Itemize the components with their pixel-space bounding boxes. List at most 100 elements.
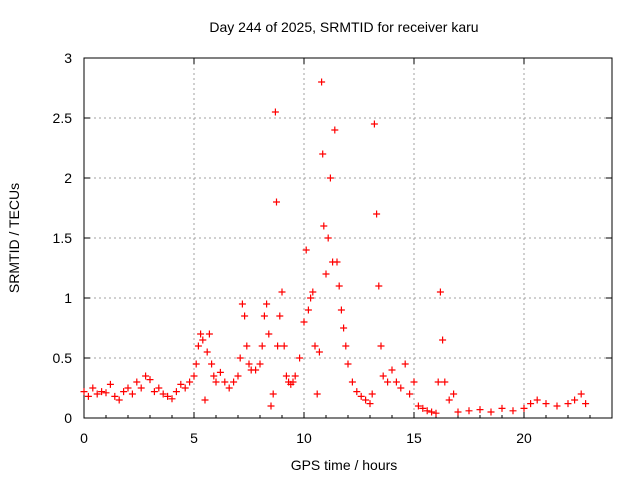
data-point	[192, 360, 200, 368]
data-point	[379, 372, 387, 380]
data-point	[265, 330, 273, 338]
x-tick-label: 10	[296, 430, 312, 446]
data-point	[450, 390, 458, 398]
data-point	[263, 300, 271, 308]
data-point	[571, 396, 579, 404]
data-point	[225, 384, 233, 392]
data-point	[397, 384, 405, 392]
data-point	[300, 318, 308, 326]
data-point	[98, 388, 106, 396]
data-point	[370, 120, 378, 128]
data-point	[106, 380, 114, 388]
data-point	[102, 389, 110, 397]
data-point	[89, 384, 97, 392]
data-point	[423, 407, 431, 415]
data-point	[199, 336, 207, 344]
data-point	[274, 342, 282, 350]
data-point	[93, 390, 101, 398]
data-point	[205, 330, 213, 338]
data-point	[373, 210, 381, 218]
data-point	[542, 400, 550, 408]
data-point	[124, 384, 132, 392]
data-point	[520, 404, 528, 412]
data-point	[168, 395, 176, 403]
y-axis-label: SRMTID / TECUs	[6, 183, 22, 293]
data-point	[434, 378, 442, 386]
data-point	[311, 342, 319, 350]
data-point	[465, 407, 473, 415]
data-point	[445, 396, 453, 404]
data-point	[337, 306, 345, 314]
data-point	[267, 402, 275, 410]
data-point	[368, 390, 376, 398]
data-point	[487, 408, 495, 416]
data-point	[307, 294, 315, 302]
data-point	[342, 342, 350, 350]
data-point	[428, 408, 436, 416]
data-point	[278, 288, 286, 296]
data-point	[348, 378, 356, 386]
grid-lines	[84, 58, 612, 418]
data-point	[150, 388, 158, 396]
data-point	[260, 312, 268, 320]
y-tick-label: 0	[64, 410, 72, 426]
data-point	[197, 330, 205, 338]
data-point	[236, 354, 244, 362]
data-point	[476, 406, 484, 414]
y-tick-label: 0.5	[53, 350, 73, 366]
data-point	[439, 336, 447, 344]
data-point	[238, 300, 246, 308]
data-point	[344, 360, 352, 368]
data-point	[362, 396, 370, 404]
data-point	[384, 378, 392, 386]
data-point	[120, 388, 128, 396]
data-point	[230, 378, 238, 386]
data-point	[84, 392, 92, 400]
data-point	[320, 222, 328, 230]
data-point	[245, 360, 253, 368]
data-point	[454, 408, 462, 416]
data-point	[115, 396, 123, 404]
data-point	[401, 360, 409, 368]
y-tick-label: 2.5	[53, 110, 73, 126]
x-tick-label: 5	[190, 430, 198, 446]
data-point	[324, 234, 332, 242]
data-point	[296, 354, 304, 362]
data-point	[318, 78, 326, 86]
data-point	[289, 378, 297, 386]
data-point	[533, 396, 541, 404]
data-point	[309, 288, 317, 296]
data-point	[128, 390, 136, 398]
data-point	[164, 392, 172, 400]
data-point	[177, 380, 185, 388]
y-tick-label: 3	[64, 50, 72, 66]
data-point	[271, 108, 279, 116]
data-point	[273, 198, 280, 206]
data-point	[146, 376, 154, 384]
data-point	[269, 390, 277, 398]
data-point	[315, 348, 323, 356]
data-point	[111, 392, 119, 400]
data-point	[333, 258, 341, 266]
data-point	[319, 150, 327, 158]
data-point	[509, 407, 517, 415]
data-point	[241, 312, 249, 320]
data-point	[410, 378, 418, 386]
data-point	[432, 409, 440, 417]
data-point	[577, 390, 585, 398]
data-point	[406, 390, 414, 398]
data-point	[243, 342, 251, 350]
x-tick-label: 20	[516, 430, 532, 446]
y-tick-label: 1	[64, 290, 72, 306]
data-point	[331, 126, 339, 134]
data-point	[392, 378, 400, 386]
data-point	[414, 402, 422, 410]
data-point	[190, 372, 198, 380]
y-tick-label: 2	[64, 170, 72, 186]
data-points	[80, 78, 590, 417]
data-point	[212, 378, 220, 386]
y-tick-label: 1.5	[53, 230, 73, 246]
data-point	[340, 324, 348, 332]
data-point	[203, 348, 211, 356]
